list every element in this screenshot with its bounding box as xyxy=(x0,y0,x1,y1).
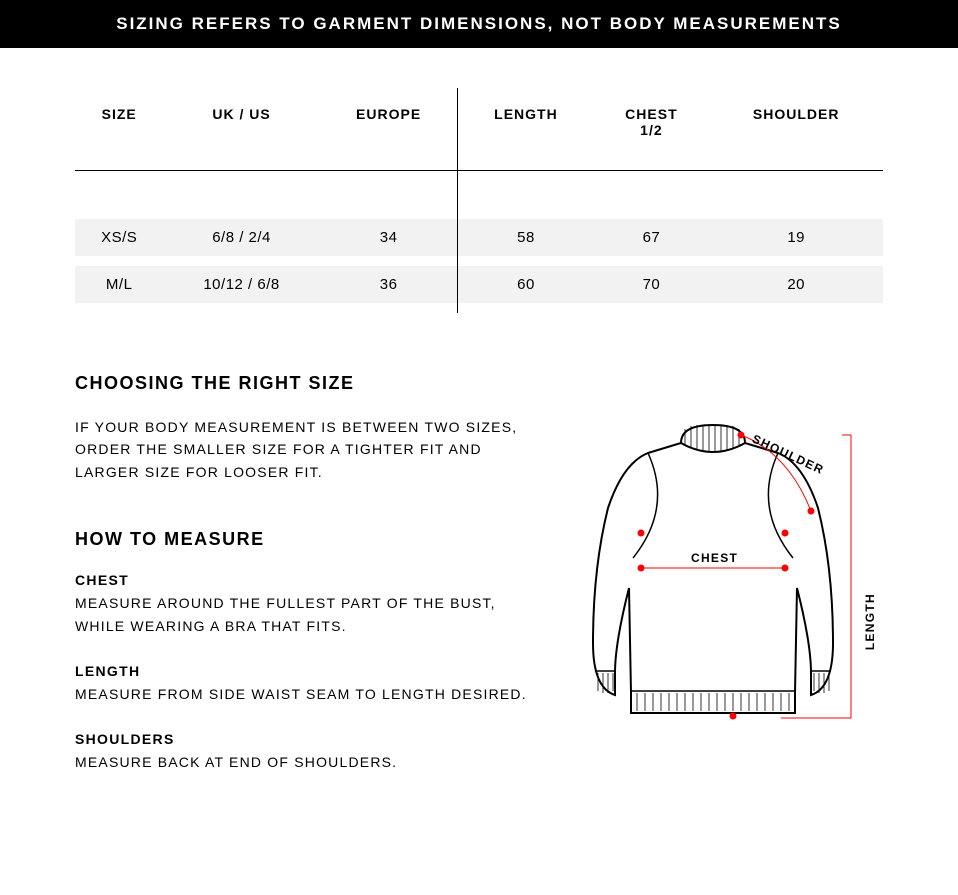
col-uk-us: UK / US xyxy=(163,88,319,171)
sweater-svg xyxy=(573,413,873,743)
cell: 6/8 / 2/4 xyxy=(163,219,319,256)
cell: 67 xyxy=(593,219,709,256)
cell: 60 xyxy=(458,266,593,303)
col-europe: EUROPE xyxy=(320,88,458,171)
cell: 34 xyxy=(320,219,458,256)
cell: 70 xyxy=(593,266,709,303)
choosing-text: IF YOUR BODY MEASUREMENT IS BETWEEN TWO … xyxy=(75,416,543,483)
table-row: M/L 10/12 / 6/8 36 60 70 20 xyxy=(75,266,883,313)
col-size: SIZE xyxy=(75,88,163,171)
diagram-column: CHEST LENGTH SHOULDER xyxy=(573,373,883,800)
choosing-heading: CHOOSING THE RIGHT SIZE xyxy=(75,373,543,394)
col-chest: CHEST1/2 xyxy=(593,88,709,171)
cell: 10/12 / 6/8 xyxy=(163,266,319,303)
how-to-measure-heading: HOW TO MEASURE xyxy=(75,529,543,550)
measure-label: LENGTH xyxy=(75,663,543,679)
measure-label: CHEST xyxy=(75,572,543,588)
cell: 58 xyxy=(458,219,593,256)
table-row: XS/S 6/8 / 2/4 34 58 67 19 xyxy=(75,171,883,267)
cell: 36 xyxy=(320,266,458,303)
measure-item: CHEST MEASURE AROUND THE FULLEST PART OF… xyxy=(75,572,543,637)
table-header-row: SIZE UK / US EUROPE LENGTH CHEST1/2 SHOU… xyxy=(75,88,883,171)
cell: XS/S xyxy=(75,219,163,256)
size-table: SIZE UK / US EUROPE LENGTH CHEST1/2 SHOU… xyxy=(75,88,883,313)
measure-item: SHOULDERS MEASURE BACK AT END OF SHOULDE… xyxy=(75,731,543,773)
col-shoulder: SHOULDER xyxy=(709,88,883,171)
cell: 20 xyxy=(709,266,883,303)
sweater-diagram: CHEST LENGTH SHOULDER xyxy=(573,413,873,743)
measure-desc: MEASURE AROUND THE FULLEST PART OF THE B… xyxy=(75,592,543,637)
content-area: SIZE UK / US EUROPE LENGTH CHEST1/2 SHOU… xyxy=(0,48,958,830)
measure-label: SHOULDERS xyxy=(75,731,543,747)
diagram-label-length: LENGTH xyxy=(863,593,877,650)
cell: 19 xyxy=(709,219,883,256)
banner-notice: SIZING REFERS TO GARMENT DIMENSIONS, NOT… xyxy=(0,0,958,48)
diagram-label-chest: CHEST xyxy=(691,551,738,565)
text-column: CHOOSING THE RIGHT SIZE IF YOUR BODY MEA… xyxy=(75,373,543,800)
measure-desc: MEASURE BACK AT END OF SHOULDERS. xyxy=(75,751,543,773)
measure-item: LENGTH MEASURE FROM SIDE WAIST SEAM TO L… xyxy=(75,663,543,705)
cell: M/L xyxy=(75,266,163,303)
col-length: LENGTH xyxy=(458,88,594,171)
measure-desc: MEASURE FROM SIDE WAIST SEAM TO LENGTH D… xyxy=(75,683,543,705)
